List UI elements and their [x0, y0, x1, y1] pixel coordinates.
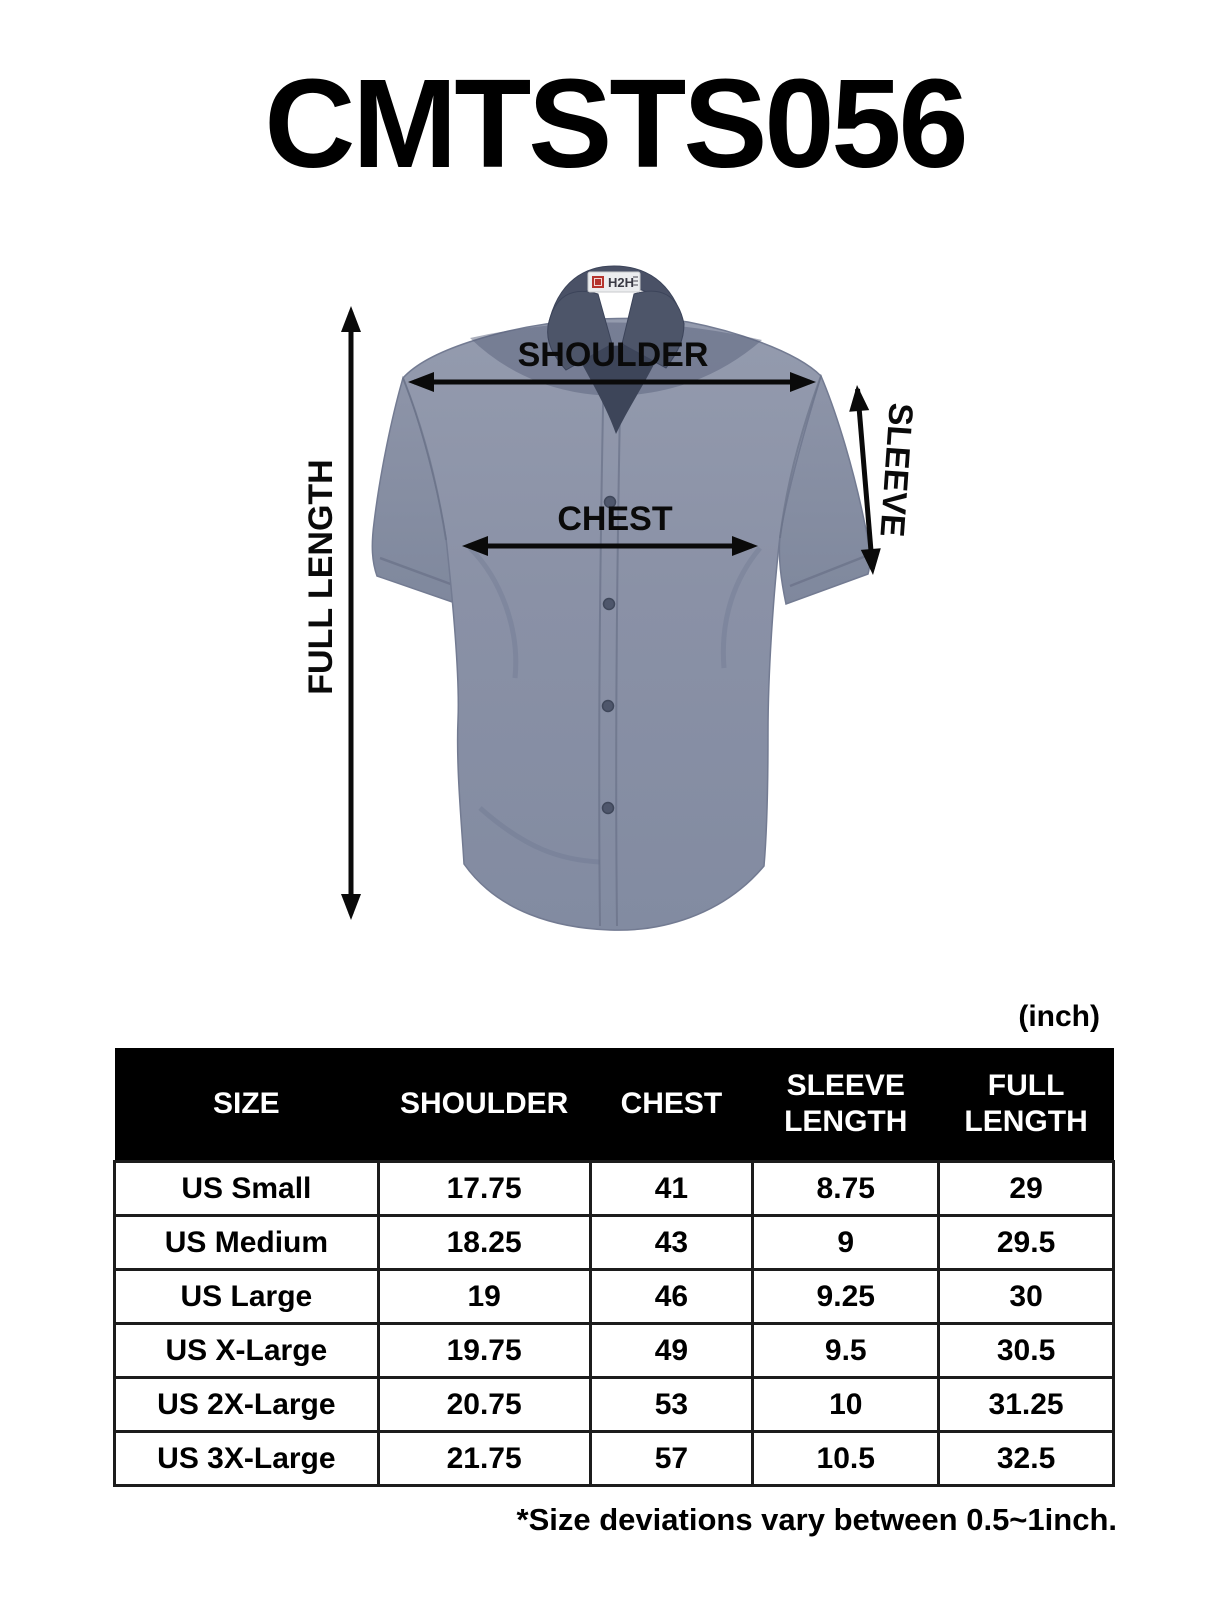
chest-cell: 57: [588, 1430, 755, 1487]
col-header-full-length: FULL LENGTH: [938, 1048, 1114, 1162]
chest-cell: 41: [588, 1160, 755, 1217]
col-header-chest: CHEST: [590, 1048, 753, 1162]
shoulder-cell: 19: [376, 1268, 592, 1325]
full-length-cell: 30.5: [937, 1322, 1115, 1379]
table-row: US Small 17.75 41 8.75 29: [113, 1160, 1115, 1217]
shoulder-label: SHOULDER: [518, 336, 709, 374]
table-row: US Large 19 46 9.25 30: [113, 1268, 1115, 1325]
left-armhole-seam: [402, 377, 447, 541]
shoulder-cell: 19.75: [376, 1322, 592, 1379]
chest-cell: 43: [588, 1214, 755, 1271]
right-armhole-seam: [779, 375, 822, 539]
chest-cell: 46: [588, 1268, 755, 1325]
size-cell: US X-Large: [113, 1322, 380, 1379]
chest-cell: 49: [588, 1322, 755, 1379]
size-cell: US 3X-Large: [113, 1430, 380, 1487]
full-length-cell: 29: [937, 1160, 1115, 1217]
sleeve-length-cell: 9.5: [751, 1322, 941, 1379]
shoulder-cell: 17.75: [376, 1160, 592, 1217]
collar-right-wing: [621, 290, 685, 369]
sleeve-label: SLEEVE: [872, 402, 919, 538]
full-length-cell: 31.25: [937, 1376, 1115, 1433]
size-cell: US Medium: [113, 1214, 380, 1271]
placket-left-seam: [598, 357, 605, 927]
table-row: US X-Large 19.75 49 9.5 30.5: [113, 1322, 1115, 1379]
size-deviation-note: *Size deviations vary between 0.5~1inch.: [516, 1502, 1117, 1537]
sleeve-length-cell: 9: [751, 1214, 941, 1271]
right-sleeve-hem-seam: [789, 554, 867, 588]
size-cell: US Large: [113, 1268, 380, 1325]
full-length-label: FULL LENGTH: [302, 459, 340, 694]
brand-logo-icon: [592, 276, 604, 288]
table-row: US 2X-Large 20.75 53 10 31.25: [113, 1376, 1115, 1433]
shoulder-cell: 20.75: [376, 1376, 592, 1433]
shoulder-cell: 21.75: [376, 1430, 592, 1487]
size-chart-table: SIZE SHOULDER CHEST SLEEVE LENGTH FULL L…: [113, 1048, 1115, 1487]
placket-right-seam: [615, 357, 622, 927]
unit-note: (inch): [1018, 1000, 1100, 1033]
chest-cell: 53: [588, 1376, 755, 1433]
measure-arrows: [341, 306, 881, 920]
col-header-size: SIZE: [114, 1048, 379, 1162]
sleeve-length-cell: 8.75: [751, 1160, 941, 1217]
size-cell: US 2X-Large: [113, 1376, 380, 1433]
collar-tag: H2H: [587, 271, 641, 293]
full-length-cell: 32.5: [937, 1430, 1115, 1487]
size-cell: US Small: [113, 1160, 380, 1217]
col-header-shoulder: SHOULDER: [378, 1048, 591, 1162]
wrinkle-shading: [468, 546, 762, 865]
table-row: US 3X-Large 21.75 57 10.5 32.5: [113, 1430, 1115, 1487]
sleeve-length-cell: 10: [751, 1376, 941, 1433]
shirt-body: [402, 317, 822, 931]
full-length-cell: 30: [937, 1268, 1115, 1325]
size-chart-header: SIZE SHOULDER CHEST SLEEVE LENGTH FULL L…: [114, 1048, 1114, 1162]
chest-label: CHEST: [557, 500, 672, 538]
collar-left-wing: [547, 290, 613, 371]
sleeve-arrow: [855, 388, 875, 570]
brand-tag-label: H2H: [608, 275, 634, 290]
full-length-cell: 29.5: [937, 1214, 1115, 1271]
left-sleeve-hem-seam: [379, 556, 457, 588]
shoulder-cell: 18.25: [376, 1214, 592, 1271]
sleeve-length-cell: 10.5: [751, 1430, 941, 1487]
sleeve-length-cell: 9.25: [751, 1268, 941, 1325]
table-row: US Medium 18.25 43 9 29.5: [113, 1214, 1115, 1271]
shirt-graphic: H2H: [302, 265, 920, 931]
shirt-measurement-diagram: H2H: [0, 248, 1230, 948]
col-header-sleeve-length: SLEEVE LENGTH: [752, 1048, 939, 1162]
product-code-title: CMTSTS056: [264, 53, 968, 194]
